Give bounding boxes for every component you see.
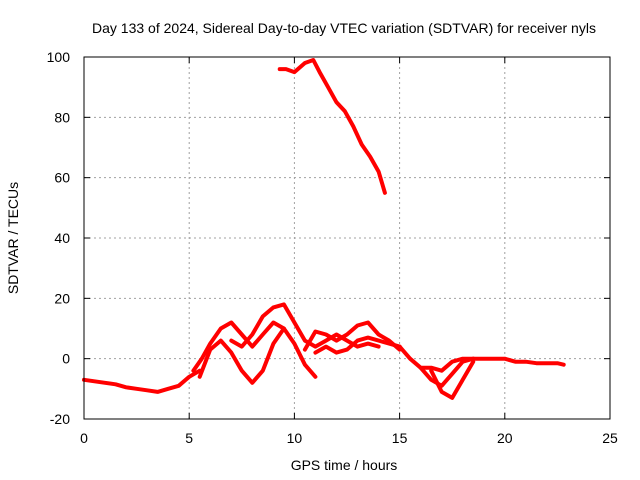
- tick-labels: 0 5 10 15 20 25 -20 0 20 40 60 80 100: [47, 49, 618, 446]
- x-axis-label: GPS time / hours: [291, 457, 398, 473]
- x-tick-label: 10: [287, 430, 303, 446]
- series-high-arc: [277, 58, 387, 195]
- series-tail-2: [418, 356, 476, 388]
- series-tail-1: [397, 344, 566, 373]
- x-tick-label: 15: [392, 430, 408, 446]
- axis-ticks: [83, 56, 611, 420]
- series-arc-5: [313, 335, 402, 355]
- series-arc-4: [302, 320, 402, 352]
- y-tick-label: 20: [54, 290, 70, 306]
- y-tick-label: 40: [54, 230, 70, 246]
- y-tick-label: 60: [54, 170, 70, 186]
- data-series: [82, 58, 566, 400]
- y-tick-label: -20: [50, 411, 70, 427]
- y-tick-label: 80: [54, 109, 70, 125]
- x-tick-label: 25: [602, 430, 618, 446]
- series-arc-2: [197, 326, 318, 385]
- series-tail-3: [429, 359, 476, 400]
- series-baseline: [82, 368, 202, 394]
- y-axis-label: SDTVAR / TECUs: [5, 182, 21, 294]
- y-tick-label: 0: [62, 351, 70, 367]
- y-tick-label: 100: [47, 49, 71, 65]
- chart-title: Day 133 of 2024, Sidereal Day-to-day VTE…: [92, 20, 596, 36]
- series-arc-1: [191, 320, 286, 373]
- x-tick-label: 5: [185, 430, 193, 446]
- x-tick-label: 20: [497, 430, 513, 446]
- x-tick-label: 0: [80, 430, 88, 446]
